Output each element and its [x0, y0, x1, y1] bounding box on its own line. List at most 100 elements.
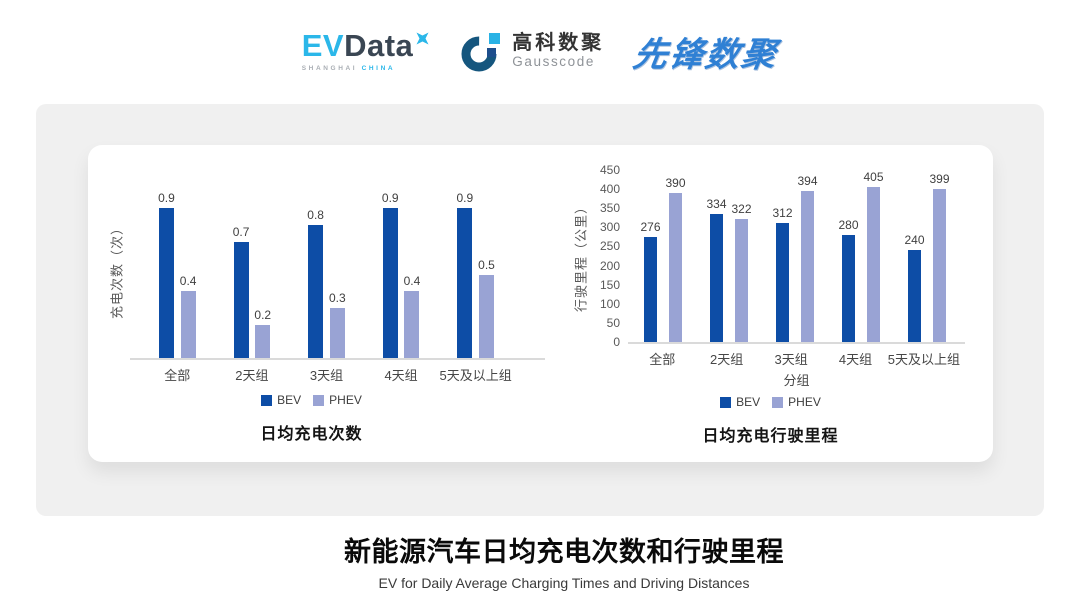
legend-bev: BEV: [261, 393, 301, 407]
bar-bev: 240: [904, 233, 925, 342]
bar-phev: 0.5: [478, 258, 495, 358]
bar: [329, 308, 345, 358]
evdata-shanghai-text: SHANGHAI: [301, 65, 358, 72]
x-axis-categories: 全部 2天组 3天组 4天组 5天及以上组: [628, 349, 965, 368]
legend-swatch: [720, 396, 732, 408]
sparkle-icon: [416, 32, 429, 45]
bar: [775, 223, 789, 342]
legend: BEV PHEV: [602, 395, 939, 409]
y-tick-label: 350: [599, 201, 620, 216]
bar-value-label: 0.4: [179, 274, 197, 288]
bar-value-label: 0.8: [307, 208, 324, 222]
bar: [907, 250, 921, 342]
bar-group: 0.9 0.4: [158, 191, 196, 358]
bar-value-label: 399: [929, 172, 950, 186]
chart-daily-charging-times: 充电次数（次） 0.9 0.4 0.7 0.2 0.8 0.3 0.9 0.4 0.9 0.5 全…: [110, 175, 545, 444]
bar-phev: 322: [732, 202, 752, 342]
caption: 新能源汽车日均充电次数和行驶里程 EV for Daily Average Ch…: [24, 530, 1080, 591]
bar-value-label: 276: [640, 220, 661, 234]
category-label: 全部: [164, 368, 191, 383]
gausscode-wordmark: 高科数聚 Gausscode: [512, 32, 604, 70]
bar-bev: 0.9: [456, 191, 473, 358]
plot-area: 行驶里程（公里） 450 400 350 300 250 200 150 100 50 0 276…: [574, 163, 965, 349]
caption-subtitle: EV for Daily Average Charging Times and …: [378, 575, 750, 591]
bar-phev: 0.4: [404, 274, 420, 358]
bar: [180, 291, 196, 358]
bar-group: 312 394: [772, 174, 818, 342]
legend-bev: BEV: [720, 395, 760, 409]
legend-swatch: [772, 396, 784, 408]
bar: [479, 275, 495, 358]
bar-group: 0.9 0.5: [456, 191, 495, 358]
bar-value-label: 405: [863, 170, 884, 184]
bar: [382, 208, 398, 358]
x-axis-categories: 全部 2天组 3天组 4天组 5天及以上组: [130, 365, 545, 384]
bar: [841, 235, 855, 342]
bar: [933, 189, 947, 342]
bar-bev: 0.9: [382, 191, 399, 358]
bar-value-label: 0.2: [254, 308, 272, 322]
bar-value-label: 0.7: [232, 225, 250, 239]
legend-swatch: [261, 394, 273, 406]
evdata-tagline: SHANGHAI CHINA: [302, 65, 432, 72]
bar-value-label: 394: [797, 174, 818, 188]
header-logos: EV Data SHANGHAI CHINA 高科数聚 Gausscode 先锋数…: [0, 20, 1080, 82]
x-axis-label: 分组: [783, 373, 810, 388]
bar: [158, 208, 174, 358]
bar-phev: 0.3: [329, 291, 346, 358]
bar: [801, 191, 815, 342]
category-label: 3天组: [309, 368, 344, 383]
bar-phev: 394: [798, 174, 818, 342]
y-tick-label: 250: [599, 239, 620, 254]
y-tick-label: 300: [599, 220, 620, 235]
category-label: 2天组: [710, 352, 744, 367]
bar-bev: 0.8: [307, 208, 324, 358]
bar-value-label: 0.9: [381, 191, 399, 205]
gausscode-cn-text: 高科数聚: [512, 32, 605, 55]
y-tick-label: 150: [599, 277, 620, 292]
legend: BEV PHEV: [104, 393, 519, 407]
bar-phev: 399: [930, 172, 950, 342]
y-tick-label: 50: [606, 315, 620, 330]
pioneer-logo: 先锋数聚: [630, 35, 781, 74]
legend-phev: PHEV: [772, 395, 821, 409]
bar-groups: 276 390 334 322 312 394 280 405 240 399: [628, 170, 965, 342]
bar: [233, 242, 249, 358]
category-label: 2天组: [235, 368, 269, 383]
legend-swatch: [313, 394, 325, 406]
y-tick-label: 200: [599, 258, 620, 273]
bar-value-label: 322: [731, 202, 752, 216]
bar-group: 0.8 0.3: [307, 208, 346, 358]
caption-title: 新能源汽车日均充电次数和行驶里程: [344, 537, 784, 567]
charts-card: 充电次数（次） 0.9 0.4 0.7 0.2 0.8 0.3 0.9 0.4 0.9 0.5 全…: [88, 145, 993, 462]
category-label: 全部: [649, 352, 676, 367]
y-axis-ticks: [92, 175, 122, 358]
bar-value-label: 0.3: [328, 291, 346, 305]
category-label: 5天及以上组: [887, 352, 960, 367]
bar-phev: 0.4: [179, 274, 197, 358]
bar-bev: 280: [838, 218, 859, 342]
bar-bev: 0.7: [232, 225, 250, 358]
bar: [669, 193, 683, 342]
bar: [735, 219, 749, 342]
plot-area: 充电次数（次） 0.9 0.4 0.7 0.2 0.8 0.3 0.9 0.4 0.9 0.5: [110, 175, 545, 360]
legend-label: PHEV: [788, 395, 821, 409]
category-label: 3天组: [774, 352, 808, 367]
bar-group: 276 390: [640, 176, 686, 342]
bar-value-label: 0.5: [478, 258, 495, 272]
bar-value-label: 240: [904, 233, 925, 247]
bar-group: 0.9 0.4: [382, 191, 420, 358]
bar-bev: 276: [640, 220, 661, 342]
bar-phev: 390: [666, 176, 686, 342]
legend-label: BEV: [277, 393, 302, 407]
bar-value-label: 280: [838, 218, 859, 232]
bar: [643, 237, 657, 342]
gausscode-en-text: Gausscode: [512, 54, 595, 70]
gausscode-g-icon: [461, 33, 501, 72]
gausscode-logo: 高科数聚 Gausscode: [461, 29, 604, 73]
bar-value-label: 334: [706, 197, 727, 211]
legend-phev: PHEV: [313, 393, 362, 407]
y-axis-ticks: 450 400 350 300 250 200 150 100 50 0: [590, 163, 620, 349]
bar: [404, 291, 420, 358]
bar-group: 240 399: [904, 172, 950, 342]
